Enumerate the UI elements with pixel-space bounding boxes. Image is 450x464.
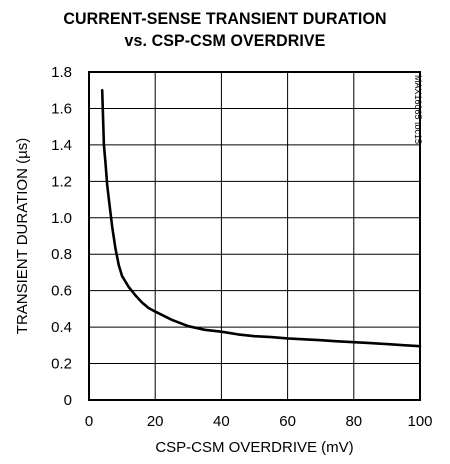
y-axis-label: TRANSIENT DURATION (µs): [14, 138, 31, 334]
y-tick-labels: 0 0.2 0.4 0.6 0.8 1.0 1.2 1.4 1.6 1.8: [51, 64, 72, 409]
series-line: [100, 88, 422, 348]
y-tick-label: 1.2: [51, 173, 72, 190]
x-tick-labels: 0 20 40 60 80 100: [85, 413, 433, 430]
y-tick-label: 0.2: [51, 356, 72, 373]
grid: [88, 71, 421, 401]
x-axis-label: CSP-CSM OVERDRIVE (mV): [155, 439, 353, 456]
y-tick-label: 0: [64, 392, 72, 409]
chart-title-line-1: CURRENT-SENSE TRANSIENT DURATION: [63, 9, 387, 28]
x-tick-label: 60: [279, 413, 296, 430]
x-tick-label: 20: [147, 413, 164, 430]
plot-frame: [88, 71, 421, 401]
chart-title-line-2: vs. CSP-CSM OVERDRIVE: [124, 31, 326, 50]
x-tick-label: 100: [407, 413, 432, 430]
figure-code-label: MAX16065 toc15: [413, 75, 423, 144]
y-tick-label: 1.0: [51, 210, 72, 227]
y-tick-label: 1.6: [51, 100, 72, 117]
y-tick-label: 0.6: [51, 283, 72, 300]
x-tick-label: 80: [345, 413, 362, 430]
x-tick-label: 0: [85, 413, 93, 430]
y-tick-label: 1.8: [51, 64, 72, 81]
x-tick-label: 40: [213, 413, 230, 430]
y-tick-label: 0.8: [51, 246, 72, 263]
y-tick-label: 1.4: [51, 137, 72, 154]
y-tick-label: 0.4: [51, 319, 72, 336]
